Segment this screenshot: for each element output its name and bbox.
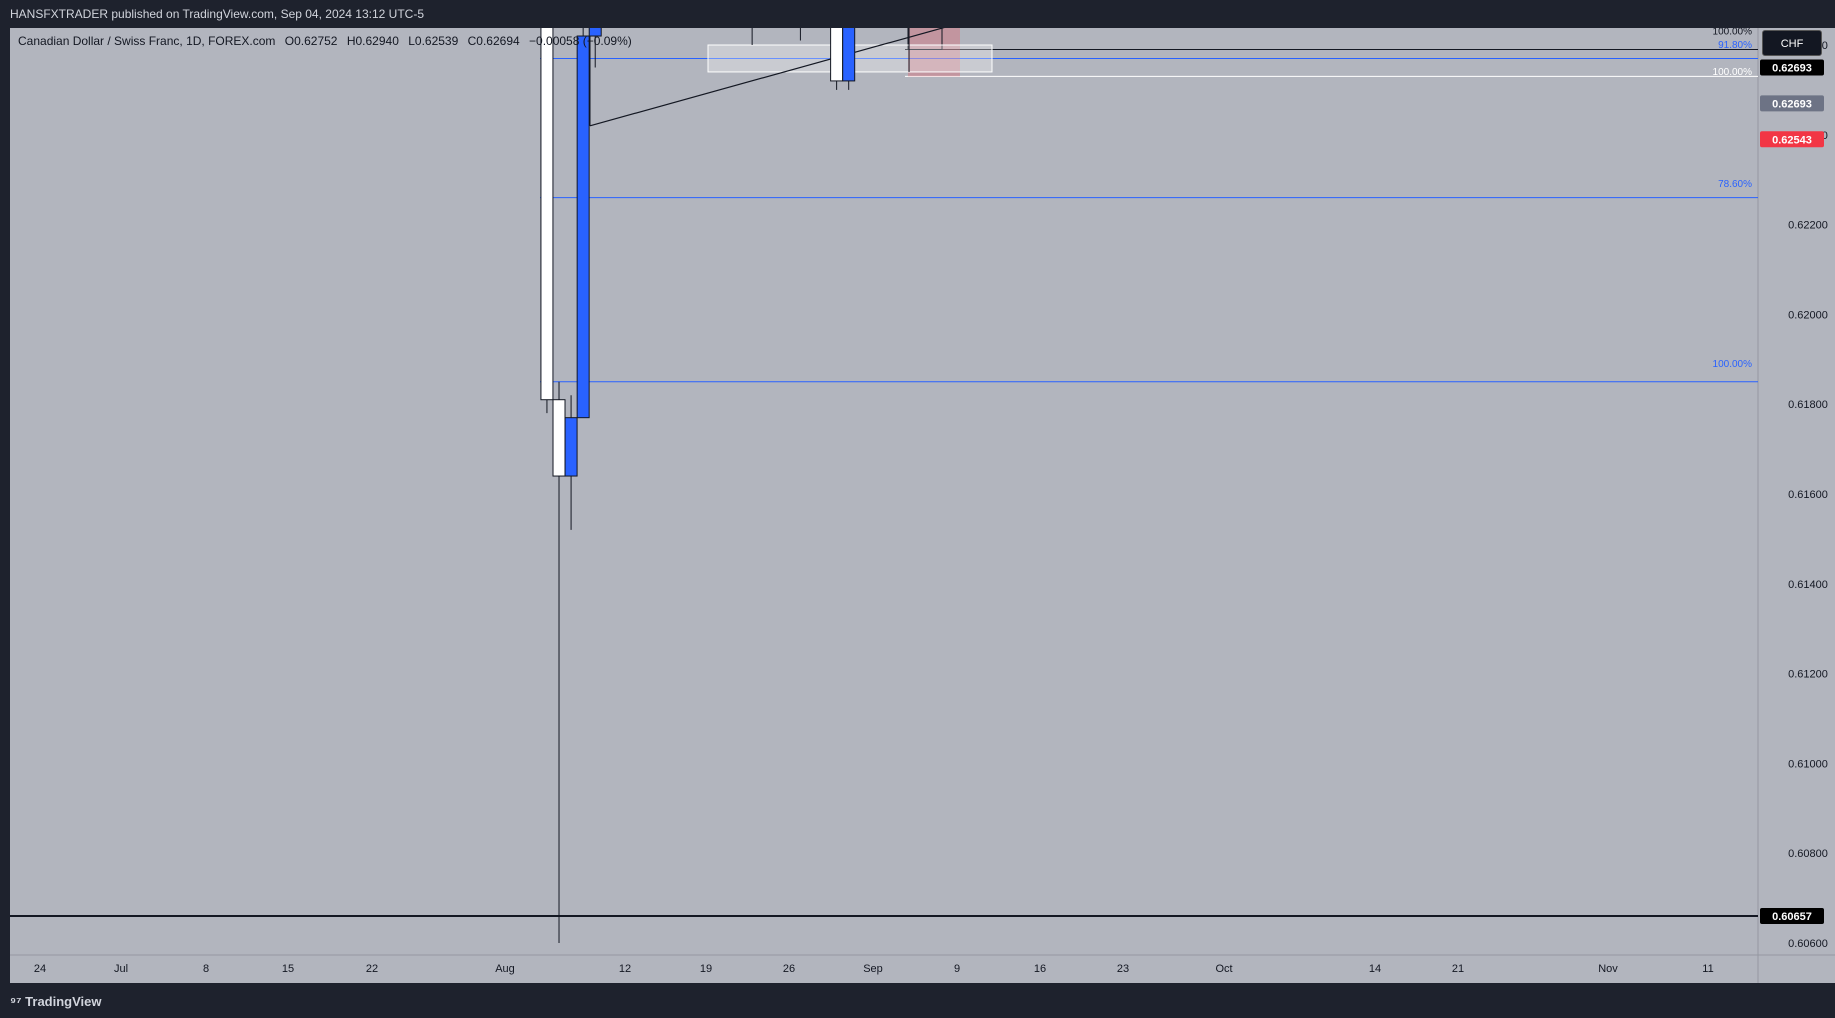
time-tick-label: 19 (700, 963, 712, 975)
price-tag-label: 0.62693 (1772, 62, 1812, 74)
time-tick-label: 16 (1034, 963, 1046, 975)
time-tick-label: Aug (495, 963, 515, 975)
price-tick-label: 0.60800 (1788, 848, 1828, 860)
time-tick-label: Sep (863, 963, 883, 975)
candle-body (552, 399, 566, 477)
time-tick-label: 11 (1702, 963, 1713, 975)
time-tick-label: Oct (1215, 963, 1232, 975)
footer: ⁹⁷ TradingView (0, 984, 1835, 1018)
price-tick-label: 0.62200 (1788, 220, 1828, 232)
fib-label: 91.80% (1718, 40, 1752, 51)
fib-label: 78.60% (1718, 179, 1752, 190)
trendline (589, 28, 945, 127)
price-tag-label: 0.62543 (1772, 134, 1812, 146)
time-tick-label: 14 (1369, 963, 1381, 975)
time-tick-label: 12 (619, 963, 631, 975)
candles-layer (540, 28, 910, 943)
price-tag (1760, 131, 1824, 148)
price-tick-label: 0.61800 (1788, 399, 1828, 411)
price-tag (1760, 95, 1824, 112)
time-tick-label: Jul (114, 963, 128, 975)
time-tick-label: 21 (1452, 963, 1464, 975)
tradingview-logo[interactable]: ⁹⁷ TradingView (10, 994, 102, 1009)
annotation-layer: −27.00%TP SEMANAL−68.00%−27.00%TP DIARIO… (1713, 28, 1753, 370)
candle-body (540, 28, 554, 401)
legend-open: O0.62752 (284, 34, 338, 48)
price-tags: 0.641500.634000.631600.631600.6269402:47… (1760, 59, 1824, 925)
price-tag-label: 0.60657 (1772, 911, 1812, 923)
time-tick-label: 15 (282, 963, 294, 975)
time-tick-label: Nov (1598, 963, 1618, 975)
time-tick-label: 23 (1117, 963, 1129, 975)
brand-label: TradingView (25, 994, 102, 1009)
currency-button[interactable]: CHF (1762, 30, 1822, 56)
time-tick-label: 26 (783, 963, 795, 975)
candle-body (588, 28, 602, 37)
publish-info: HANSFXTRADER published on TradingView.co… (10, 7, 424, 21)
price-tag (1760, 59, 1824, 76)
price-tag (1760, 908, 1824, 925)
time-axis: 24 Jul 8 15 22 Aug 12 19 26 Sep 9 16 23 Oct 14 21 Nov 11 (34, 963, 1714, 975)
time-tick-label: 24 (34, 963, 46, 975)
plot-background (10, 28, 1758, 983)
legend-change: −0.00058 (−0.09%) (529, 34, 632, 48)
entry-box (907, 28, 943, 50)
price-tick-label: 0.61200 (1788, 669, 1828, 681)
candle-body (830, 28, 844, 82)
publish-header: HANSFXTRADER published on TradingView.co… (0, 0, 1835, 28)
tv-logo-icon: ⁹⁷ (10, 994, 26, 1009)
price-tick-label: 0.61400 (1788, 579, 1828, 591)
symbol-name: Canadian Dollar / Swiss Franc, 1D, FOREX… (18, 34, 276, 48)
price-tick-label: 0.60600 (1788, 938, 1828, 950)
candle-body (576, 35, 590, 419)
fib-label: 100.00% (1713, 359, 1753, 370)
symbol-legend: Canadian Dollar / Swiss Franc, 1D, FOREX… (18, 34, 638, 48)
price-tick-label: 0.61600 (1788, 489, 1828, 501)
time-tick-label: 9 (954, 963, 960, 975)
time-tick-label: 22 (366, 963, 378, 975)
candle-body (842, 28, 856, 82)
legend-close: C0.62694 (467, 34, 520, 48)
price-axis-background (1758, 28, 1835, 983)
fib-label: 100.00% (1713, 67, 1753, 78)
price-tick-label: 0.62000 (1788, 309, 1828, 321)
stop-zone (908, 28, 960, 77)
candlestick-chart[interactable]: −27.00%TP SEMANAL−68.00%−27.00%TP DIARIO… (0, 28, 1835, 984)
candle-body (564, 417, 578, 477)
price-tick-label: 0.61000 (1788, 758, 1828, 770)
fib-label: 100.00% (1713, 28, 1753, 38)
legend-high: H0.62940 (346, 34, 399, 48)
price-tag-label: 0.62693 (1772, 98, 1812, 110)
legend-low: L0.62539 (408, 34, 459, 48)
time-tick-label: 8 (203, 963, 209, 975)
